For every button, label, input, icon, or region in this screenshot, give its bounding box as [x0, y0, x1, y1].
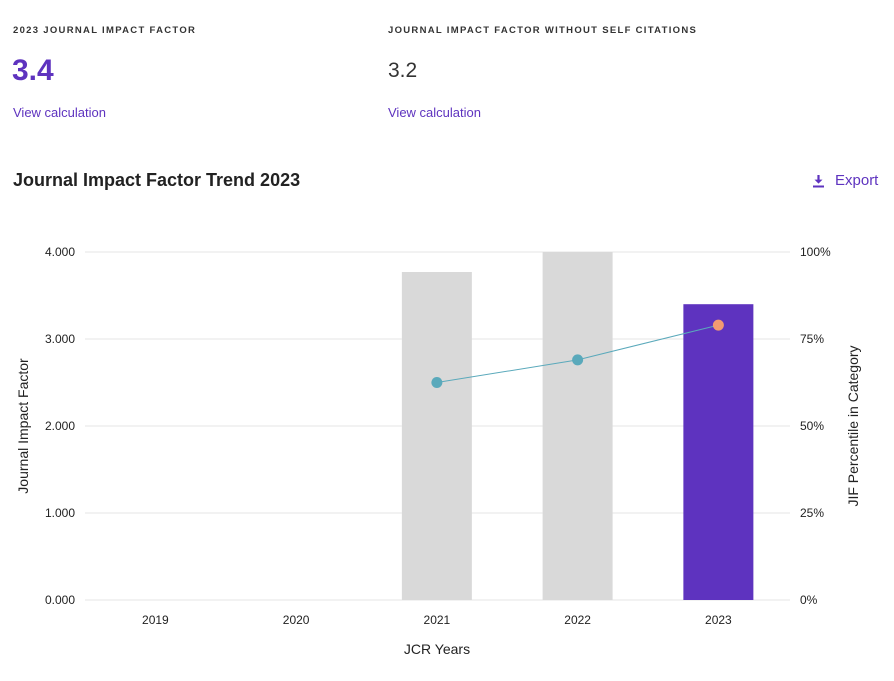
x-tick-label: 2019 — [142, 613, 169, 627]
y2-tick-label: 0% — [800, 593, 818, 607]
bar-2021 — [401, 272, 472, 600]
x-tick-label: 2022 — [564, 613, 591, 627]
y2-tick-label: 50% — [800, 419, 824, 433]
jif-view-calculation-link[interactable]: View calculation — [13, 105, 106, 120]
y-tick-label: 0.000 — [45, 593, 75, 607]
y-tick-label: 3.000 — [45, 332, 75, 346]
download-icon — [813, 174, 824, 187]
export-label: Export — [835, 172, 879, 189]
jif-no-self-citations-view-calculation-link[interactable]: View calculation — [388, 105, 481, 120]
jif-no-self-citations-value: 3.2 — [388, 59, 418, 82]
bar-2023 — [683, 304, 754, 600]
jif-label: 2023 JOURNAL IMPACT FACTOR — [13, 25, 197, 36]
y2-tick-label: 75% — [800, 332, 824, 346]
x-tick-label: 2020 — [283, 613, 310, 627]
y-tick-label: 4.000 — [45, 245, 75, 259]
y-tick-label: 1.000 — [45, 506, 75, 520]
bar-2022 — [542, 252, 613, 600]
export-button[interactable]: Export — [812, 172, 878, 189]
x-axis-title: JCR Years — [404, 641, 470, 657]
percentile-point-2022 — [572, 354, 584, 366]
y2-axis-title: JIF Percentile in Category — [845, 345, 861, 506]
y-axis-title: Journal Impact Factor — [15, 358, 31, 494]
jif-no-self-citations-label: JOURNAL IMPACT FACTOR WITHOUT SELF CITAT… — [388, 25, 698, 36]
x-tick-label: 2021 — [424, 613, 451, 627]
x-tick-label: 2023 — [705, 613, 732, 627]
y2-tick-label: 25% — [800, 506, 824, 520]
chart-title: Journal Impact Factor Trend 2023 — [13, 170, 301, 190]
y2-tick-label: 100% — [800, 245, 831, 259]
y-tick-label: 2.000 — [45, 419, 75, 433]
percentile-point-2023 — [712, 319, 724, 331]
jif-value: 3.4 — [12, 54, 54, 87]
percentile-point-2021 — [431, 377, 443, 388]
